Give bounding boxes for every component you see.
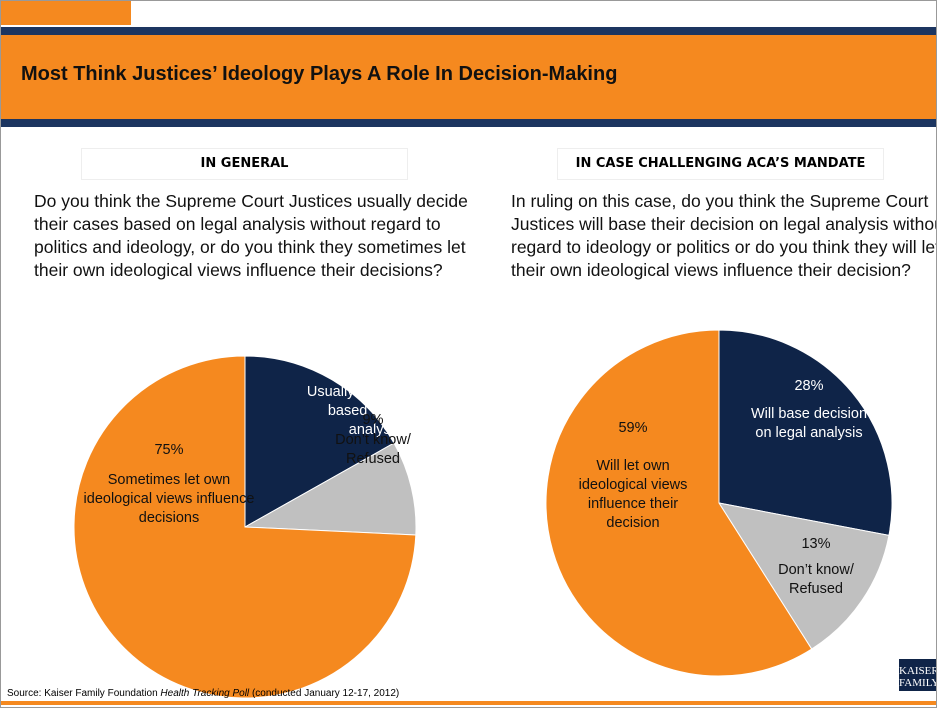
value-label: 75% <box>154 442 184 458</box>
question: Do you think the Supreme Court Justices … <box>34 191 468 280</box>
pie-slice <box>717 502 890 650</box>
header-band <box>1 35 936 119</box>
pie-slice <box>243 442 417 536</box>
pie-slice <box>244 355 395 528</box>
slice-label: Will base decision on legal analysis <box>750 406 868 441</box>
slice-label: Sometimes let own ideological views infl… <box>83 472 255 526</box>
slice-label: Don’t know/ Refused <box>335 432 411 467</box>
source: Source: Kaiser Family Foundation Health … <box>7 688 399 699</box>
question: In ruling on this case, do you think the… <box>511 191 937 280</box>
slide-title: Most Think Justices’ Ideology Plays A Ro… <box>21 63 618 85</box>
value-label: 59% <box>618 420 648 436</box>
slice-label: Will let own ideological views influence… <box>578 458 688 531</box>
slice-label: Don’t know/ Refused <box>778 562 854 597</box>
pie-slice <box>718 329 893 537</box>
source-prefix: Source: Kaiser Family Foundation <box>7 688 158 699</box>
chart-heading: IN CASE CHALLENGING ACA’S MANDATE <box>557 148 884 180</box>
header-tab <box>1 1 131 25</box>
value-label: 17% <box>360 364 390 380</box>
pie-slice <box>73 355 417 699</box>
header-line <box>1 119 936 127</box>
pie-slice <box>545 329 813 677</box>
source-suffix: (conducted January 12-17, 2012) <box>251 688 400 699</box>
value-label: 9% <box>362 412 384 428</box>
header-line <box>1 27 936 35</box>
chart-heading: IN GENERAL <box>81 148 408 180</box>
slice-label: Usually decide cases based on legal anal… <box>306 384 444 438</box>
footer-line <box>1 701 936 705</box>
logo: KAISER FAMILY <box>899 659 936 691</box>
value-label: 13% <box>801 536 831 552</box>
value-label: 28% <box>794 378 824 394</box>
source-poll: Health Tracking Poll <box>160 688 250 699</box>
